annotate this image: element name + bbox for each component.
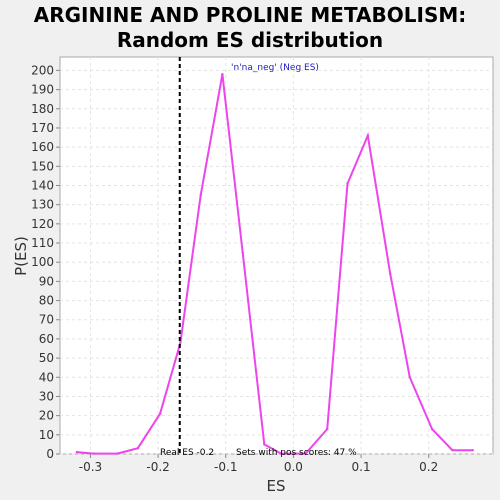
y-tick-label: 80 [39,294,54,308]
data-point [388,272,392,275]
y-tick-label: 150 [31,159,54,173]
y-tick-label: 20 [39,409,54,423]
data-point [280,452,283,455]
y-tick-label: 170 [31,121,54,135]
data-point [430,427,434,431]
y-tick-label: 40 [39,370,54,384]
y-tick-label: 130 [31,198,54,212]
y-tick-label: 190 [31,83,54,97]
x-axis-title: ES [267,477,286,495]
y-tick-label: 0 [46,447,54,461]
data-point [346,182,349,185]
y-tick-label: 110 [31,236,54,250]
grid [60,57,493,455]
x-tick-label: -0.1 [214,460,237,474]
data-point [451,448,454,452]
x-tick-label: 0.0 [284,460,303,474]
series-layer [75,73,474,455]
real-es-annotation: Real ES -0.2 [160,448,214,458]
data-point [75,450,79,454]
y-tick-label: 90 [39,274,54,288]
data-point [221,73,224,76]
y-tick-label: 140 [31,178,54,192]
y-tick-label: 180 [31,102,54,116]
plot-area [59,56,494,455]
pos-scores-annotation: Sets with pos scores: 47 % [236,448,357,458]
data-point [158,412,162,415]
x-tick-label: 0.1 [352,460,371,474]
y-tick-label: 120 [31,217,54,231]
data-point [366,134,370,137]
y-tick-label: 30 [39,389,54,403]
data-point [116,452,119,455]
data-point [92,452,96,455]
data-point [241,251,244,254]
x-tick-label: -0.3 [79,460,102,474]
data-point [408,376,411,379]
y-tick-label: 200 [31,63,54,77]
y-tick-label: 70 [39,313,54,327]
data-point [136,447,140,450]
data-point [304,452,307,455]
chart-title-line-1: ARGININE AND PROLINE METABOLISM: [33,3,467,27]
y-axis-ticks: 0 10 20 30 40 50 60 70 80 90 100 110 120 130 140 150 160… [31,63,60,461]
y-tick-label: 160 [31,140,54,154]
x-axis-ticks: -0.3 -0.2 -0.1 0.0 0.1 0.2 [79,454,438,474]
legend-label: 'n'na_neg' (Neg ES) [231,63,319,73]
data-point [199,193,202,197]
y-tick-label: 60 [39,332,54,346]
y-axis-title: P(ES) [12,236,30,276]
x-tick-label: 0.2 [419,460,438,474]
y-tick-label: 100 [31,255,54,269]
data-point [471,448,474,452]
y-tick-label: 10 [39,428,54,442]
data-point [263,443,266,446]
data-point [326,427,329,431]
series-line [76,74,473,455]
chart-title-line-2: Random ES distribution [116,28,384,52]
x-tick-label: -0.2 [146,460,169,474]
data-point [179,341,182,344]
chart-title: ARGININE AND PROLINE METABOLISM: Random … [0,3,500,53]
y-tick-label: 50 [39,351,54,365]
